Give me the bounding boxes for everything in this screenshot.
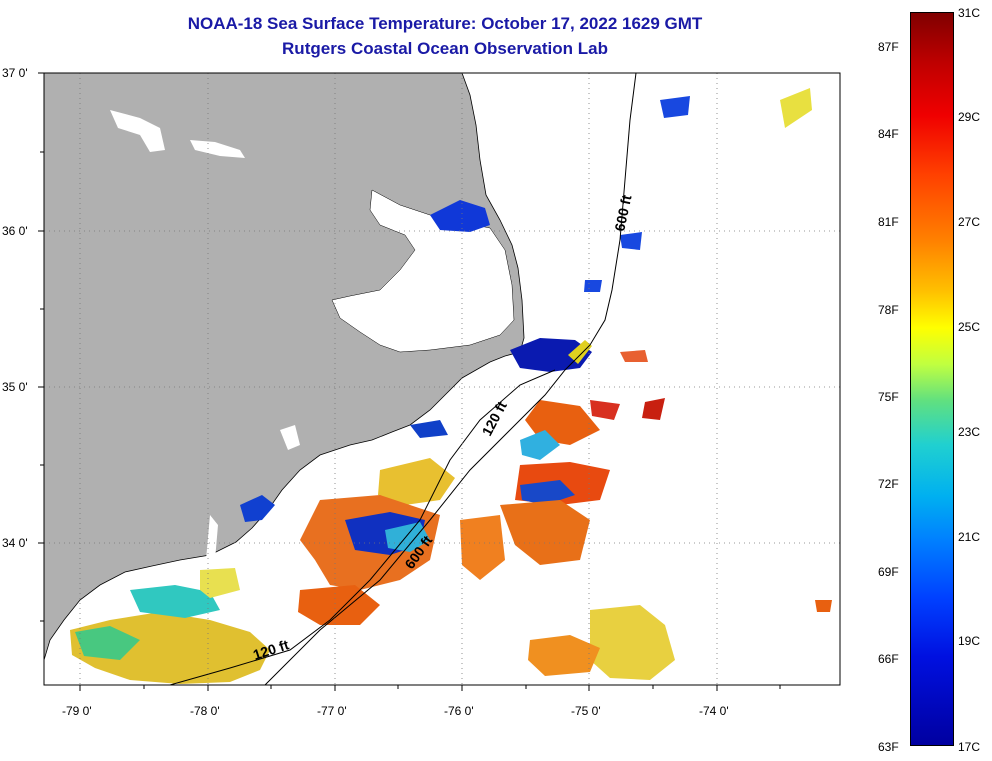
colorbar-c-17: 17C: [958, 740, 981, 754]
albemarle-inlet: [110, 110, 165, 152]
frame-ticks: [38, 72, 781, 691]
colorbar-f-75: 75F: [878, 390, 899, 404]
colorbar-f-87: 87F: [878, 40, 899, 54]
colorbar-c-25: 25C: [958, 320, 981, 334]
colorbar-f-63: 63F: [878, 740, 899, 754]
lon-label-79: -79 0': [62, 704, 92, 718]
lon-label-77: -77 0': [317, 704, 347, 718]
lon-label-74: -74 0': [699, 704, 729, 718]
lat-label-37: 37 0': [2, 66, 28, 80]
sst-patches: [70, 88, 832, 684]
colorbar-f-69: 69F: [878, 565, 899, 579]
colorbar-c-23: 23C: [958, 425, 981, 439]
colorbar-f-66: 66F: [878, 652, 899, 666]
graticule: [44, 73, 840, 685]
colorbar-c-27: 27C: [958, 215, 981, 229]
isobath-600ft: [264, 73, 637, 685]
map-frame: [43, 72, 841, 686]
colorbar-f-81: 81F: [878, 215, 899, 229]
temperature-colorbar: [910, 12, 954, 746]
map-subtitle: Rutgers Coastal Ocean Observation Lab: [282, 39, 608, 58]
cape-fear-river: [206, 515, 218, 560]
lat-label-34: 34 0': [2, 536, 28, 550]
lon-label-76: -76 0': [444, 704, 474, 718]
contour-label-600ft-north: 600 ft: [611, 193, 634, 232]
lon-label-78: -78 0': [190, 704, 220, 718]
colorbar-f-78: 78F: [878, 303, 899, 317]
map-title: NOAA-18 Sea Surface Temperature: October…: [187, 14, 703, 33]
colorbar-c-31: 31C: [958, 6, 981, 20]
lat-label-36: 36 0': [2, 224, 28, 238]
colorbar-c-29: 29C: [958, 110, 981, 124]
lat-label-35: 35 0': [2, 380, 28, 394]
colorbar-c-19: 19C: [958, 634, 981, 648]
river-inlet: [190, 140, 245, 158]
lon-label-75: -75 0': [571, 704, 601, 718]
colorbar-f-84: 84F: [878, 127, 899, 141]
colorbar-c-21: 21C: [958, 530, 981, 544]
colorbar-f-72: 72F: [878, 477, 899, 491]
river-mouth: [280, 425, 300, 450]
isobath-120ft: [169, 369, 556, 685]
